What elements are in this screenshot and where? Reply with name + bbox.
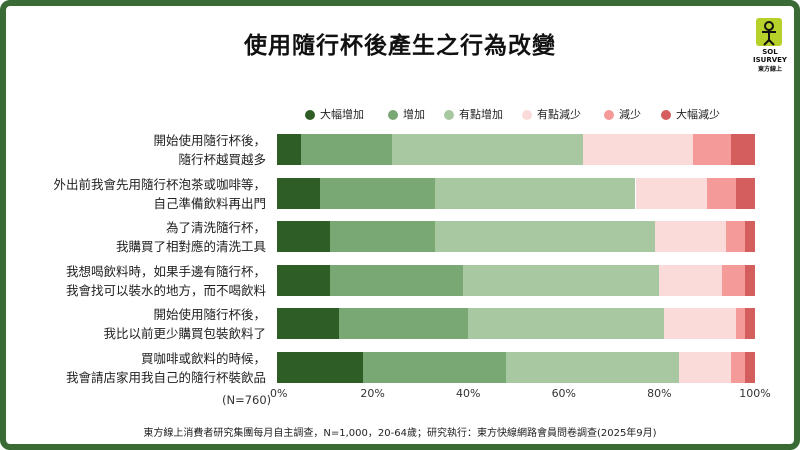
bar-segment bbox=[731, 134, 755, 165]
category-label: 買咖啡或飲料的時候， 我會請店家用我自己的隨行杯裝飲品 bbox=[16, 349, 266, 387]
x-tick-label: 40% bbox=[455, 387, 481, 400]
x-tick-label: 60% bbox=[551, 387, 577, 400]
x-tick-label: 20% bbox=[360, 387, 385, 400]
logo-text-sol: SOL bbox=[762, 48, 778, 56]
bar-segment bbox=[463, 265, 660, 296]
bar-segment bbox=[731, 352, 746, 383]
logo-badge bbox=[756, 18, 782, 46]
bar-segment bbox=[277, 134, 301, 165]
bar-segment bbox=[434, 221, 655, 252]
bar-segment bbox=[735, 178, 755, 209]
category-label: 開始使用隨行杯後， 隨行杯越買越多 bbox=[16, 131, 266, 169]
x-tick-label: 0% bbox=[270, 387, 288, 400]
bar-segment bbox=[363, 352, 507, 383]
legend-dot-icon bbox=[604, 110, 614, 120]
bar-segment bbox=[468, 308, 665, 339]
category-label: 我想喝飲料時，如果手邊有隨行杯， 我會找可以裝水的地方，而不喝飲料 bbox=[16, 262, 266, 300]
category-label: 外出前我會先用隨行杯泡茶或咖啡等， 自己準備飲料再出門 bbox=[16, 175, 266, 213]
legend-dot-icon bbox=[305, 110, 315, 120]
bar-segment bbox=[320, 178, 435, 209]
category-label-line: 我會請店家用我自己的隨行杯裝飲品 bbox=[65, 369, 266, 385]
brand-logo: SOL ISURVEY 東方線上 bbox=[748, 18, 792, 74]
legend-dot-icon bbox=[661, 110, 671, 120]
bar-segment bbox=[745, 352, 755, 383]
bar-segment bbox=[506, 352, 679, 383]
category-label: 為了清洗隨行杯， 我購買了相對應的清洗工具 bbox=[16, 218, 266, 256]
chart-legend: 大幅增加 增加 有點增加 有點減少 減少 大幅減少 bbox=[0, 107, 800, 123]
legend-label: 大幅增加 bbox=[320, 108, 364, 121]
bar-segment bbox=[277, 352, 364, 383]
category-label-line: 隨行杯越買越多 bbox=[178, 151, 266, 167]
bar-segment bbox=[339, 308, 469, 339]
category-label-line: 開始使用隨行杯後， bbox=[153, 306, 266, 322]
category-label-line: 外出前我會先用隨行杯泡茶或咖啡等， bbox=[53, 176, 266, 192]
bar-segment bbox=[745, 265, 755, 296]
bar-segment bbox=[277, 308, 340, 339]
x-tick-label: 100% bbox=[739, 387, 771, 400]
bar-segment bbox=[329, 221, 435, 252]
bar-segment bbox=[654, 221, 727, 252]
bar-segment bbox=[678, 352, 732, 383]
bar-segment bbox=[659, 265, 722, 296]
bar-segment bbox=[745, 221, 755, 252]
legend-dot-icon bbox=[388, 110, 398, 120]
category-label-line: 開始使用隨行杯後， bbox=[153, 132, 266, 148]
bar-segment bbox=[745, 308, 755, 339]
legend-label: 大幅減少 bbox=[676, 108, 720, 121]
bar-segment bbox=[277, 221, 330, 252]
bar-segment bbox=[277, 178, 321, 209]
category-label-line: 我會找可以裝水的地方，而不喝飲料 bbox=[65, 282, 266, 298]
logo-figure-icon bbox=[762, 21, 776, 46]
bar-segment bbox=[721, 265, 746, 296]
legend-label: 有點減少 bbox=[537, 108, 581, 121]
bar-segment bbox=[277, 265, 330, 296]
logo-text-isurvey: ISURVEY bbox=[753, 56, 787, 64]
category-label-line: 我購買了相對應的清洗工具 bbox=[115, 238, 266, 254]
bar-segment bbox=[635, 178, 708, 209]
legend-label: 增加 bbox=[403, 108, 425, 121]
source-footnote: 東方線上消費者研究集團每月自主調查，N=1,000，20-64歲；研究執行：東方… bbox=[143, 428, 657, 439]
bar-segment bbox=[329, 265, 464, 296]
legend-label: 有點增加 bbox=[459, 108, 503, 121]
bar-segment bbox=[300, 134, 392, 165]
bar-segment bbox=[735, 308, 746, 339]
legend-dot-icon bbox=[444, 110, 454, 120]
bar-segment bbox=[726, 221, 746, 252]
legend-label: 減少 bbox=[619, 108, 641, 121]
category-label-line: 我比以前更少購買包裝飲料了 bbox=[103, 325, 266, 341]
category-label-line: 自己準備飲料再出門 bbox=[153, 195, 266, 211]
sample-size-note: (N=760) bbox=[222, 393, 272, 407]
chart-title: 使用隨行杯後產生之行為改變 bbox=[244, 33, 556, 59]
bar-segment bbox=[434, 178, 636, 209]
bar-segment bbox=[582, 134, 693, 165]
bar-segment bbox=[664, 308, 736, 339]
category-label-line: 為了清洗隨行杯， bbox=[165, 219, 266, 235]
bar-segment bbox=[692, 134, 732, 165]
category-label-line: 買咖啡或飲料的時候， bbox=[140, 350, 266, 366]
category-label-line: 我想喝飲料時，如果手邊有隨行杯， bbox=[65, 263, 266, 279]
logo-text-brand: 東方線上 bbox=[757, 66, 782, 73]
legend-dot-icon bbox=[522, 110, 532, 120]
category-label: 開始使用隨行杯後， 我比以前更少購買包裝飲料了 bbox=[16, 305, 266, 343]
bar-segment bbox=[391, 134, 583, 165]
x-tick-label: 80% bbox=[647, 387, 672, 400]
bar-segment bbox=[707, 178, 736, 209]
